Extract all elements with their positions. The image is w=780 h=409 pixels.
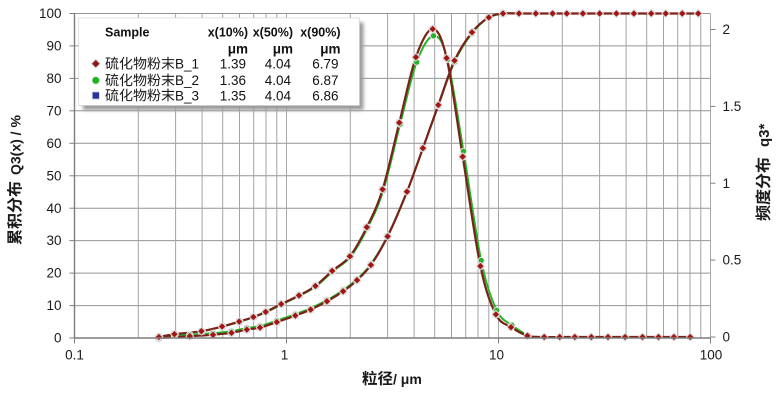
svg-text:x(10%): x(10%)	[208, 26, 248, 40]
svg-text:/ μm: / μm	[393, 371, 422, 387]
svg-text:100: 100	[700, 348, 723, 363]
svg-text:1: 1	[723, 176, 731, 191]
svg-text:4.04: 4.04	[265, 88, 292, 103]
svg-text:20: 20	[46, 266, 61, 281]
svg-text:q3*: q3*	[756, 123, 773, 147]
svg-text:6.86: 6.86	[312, 88, 338, 103]
svg-text:6.79: 6.79	[312, 57, 338, 72]
svg-text:4.04: 4.04	[265, 73, 292, 88]
svg-text:μm: μm	[228, 41, 248, 56]
svg-text:0: 0	[54, 331, 62, 346]
svg-text:0: 0	[723, 330, 731, 345]
svg-text:0.1: 0.1	[65, 348, 84, 363]
svg-text:B_2: B_2	[175, 73, 199, 88]
svg-text:1.39: 1.39	[220, 57, 246, 72]
svg-text:80: 80	[46, 71, 61, 86]
svg-text:60: 60	[46, 136, 61, 151]
svg-text:x(50%): x(50%)	[253, 26, 293, 40]
svg-text:1.35: 1.35	[220, 88, 246, 103]
svg-text:90: 90	[46, 39, 61, 54]
svg-text:x(90%): x(90%)	[300, 26, 340, 40]
svg-text:Q3(x) / %: Q3(x) / %	[8, 115, 24, 175]
svg-text:6.87: 6.87	[312, 73, 338, 88]
svg-text:B_1: B_1	[175, 57, 199, 72]
svg-text:30: 30	[46, 233, 61, 248]
svg-text:Sample: Sample	[105, 26, 150, 40]
svg-text:40: 40	[46, 201, 61, 216]
svg-text:1: 1	[281, 348, 289, 363]
svg-text:10: 10	[489, 348, 504, 363]
svg-text:0.5: 0.5	[723, 253, 742, 268]
svg-text:μm: μm	[273, 41, 293, 56]
svg-text:1.5: 1.5	[723, 99, 742, 114]
svg-text:70: 70	[46, 103, 61, 118]
svg-text:1.36: 1.36	[220, 73, 246, 88]
svg-text:μm: μm	[320, 41, 340, 56]
svg-text:2: 2	[723, 22, 731, 37]
svg-text:10: 10	[46, 298, 61, 313]
svg-text:50: 50	[46, 168, 61, 183]
svg-text:100: 100	[39, 6, 62, 21]
svg-text:4.04: 4.04	[265, 57, 292, 72]
svg-text:B_3: B_3	[175, 88, 199, 103]
